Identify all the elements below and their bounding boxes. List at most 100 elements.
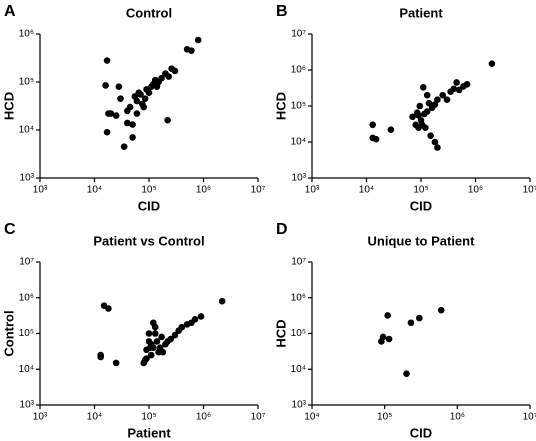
point — [178, 323, 186, 331]
point — [434, 96, 441, 103]
y-tick-label: 10⁷ — [19, 257, 34, 268]
y-tick-label: 10³ — [292, 400, 307, 411]
point — [488, 60, 496, 67]
x-tick-label: 10³ — [33, 412, 48, 423]
point — [385, 335, 393, 343]
point — [407, 319, 415, 327]
y-tick-label: 10³ — [292, 173, 307, 184]
point — [165, 73, 173, 80]
x-axis-label: CID — [410, 425, 432, 440]
x-tick-label: 10⁷ — [251, 185, 266, 196]
point — [120, 143, 128, 150]
point — [463, 81, 471, 88]
point — [105, 305, 112, 312]
y-tick-label: 10³ — [20, 400, 35, 411]
y-tick-label: 10⁵ — [19, 77, 34, 88]
panel-label: A — [4, 3, 16, 20]
point — [115, 83, 123, 90]
point — [450, 85, 458, 93]
point — [403, 370, 410, 378]
point — [167, 335, 174, 343]
point — [443, 96, 451, 103]
point — [416, 314, 423, 322]
x-tick-label: 10⁵ — [377, 412, 392, 423]
chart-title: Control — [126, 5, 172, 20]
point — [143, 346, 150, 354]
x-tick-label: 10⁷ — [523, 412, 536, 423]
point — [159, 348, 167, 356]
point — [140, 103, 148, 111]
point — [439, 91, 446, 99]
point — [171, 67, 179, 75]
chart-title: Unique to Patient — [368, 233, 476, 248]
point — [112, 112, 120, 119]
point — [151, 330, 159, 337]
point — [117, 95, 124, 102]
panel-label: D — [276, 221, 288, 238]
y-tick-label: 10⁶ — [291, 292, 306, 303]
point — [103, 57, 111, 64]
point — [171, 331, 179, 339]
x-tick-label: 10⁴ — [87, 412, 102, 423]
x-tick-label: 10⁷ — [251, 412, 266, 423]
x-tick-label: 10⁴ — [87, 185, 102, 196]
x-axis-label: CID — [138, 198, 160, 213]
y-tick-label: 10⁴ — [19, 364, 34, 375]
point — [145, 89, 153, 96]
point — [112, 359, 120, 367]
x-tick-label: 10⁶ — [468, 185, 483, 196]
y-axis-label: HCD — [1, 92, 16, 120]
point — [124, 119, 131, 127]
point — [431, 101, 439, 108]
point — [191, 315, 199, 323]
chart-title: Patient — [399, 5, 443, 20]
point — [145, 338, 153, 345]
panel-label: B — [276, 3, 288, 20]
y-tick-label: 10⁶ — [19, 292, 34, 303]
point — [129, 134, 136, 141]
point — [453, 79, 460, 86]
y-axis-label: HCD — [273, 92, 288, 120]
y-tick-label: 10³ — [20, 173, 35, 184]
x-axis-label: CID — [410, 198, 432, 213]
y-tick-label: 10⁷ — [291, 29, 306, 40]
point — [153, 338, 161, 345]
x-tick-label: 10⁴ — [304, 412, 319, 423]
point — [145, 330, 153, 337]
point — [129, 121, 136, 128]
point — [218, 297, 226, 305]
point — [434, 144, 441, 151]
x-tick-label: 10⁵ — [141, 185, 156, 196]
point — [133, 97, 141, 105]
x-tick-label: 10⁵ — [141, 412, 156, 423]
point — [197, 313, 205, 320]
y-tick-label: 10⁶ — [19, 29, 34, 40]
panel-label: C — [4, 221, 16, 238]
y-tick-label: 10⁶ — [291, 65, 306, 76]
x-tick-label: 10³ — [33, 185, 48, 196]
y-tick-label: 10⁴ — [19, 125, 34, 136]
point — [141, 95, 149, 102]
point — [409, 113, 416, 121]
point — [372, 135, 380, 143]
y-tick-label: 10⁴ — [291, 364, 306, 375]
x-tick-label: 10⁷ — [523, 185, 536, 196]
y-axis-label: HCD — [273, 319, 288, 347]
x-tick-label: 10⁴ — [359, 185, 374, 196]
y-tick-label: 10⁴ — [291, 137, 306, 148]
x-tick-label: 10⁵ — [413, 185, 428, 196]
point — [141, 356, 149, 364]
point — [133, 110, 141, 117]
x-tick-label: 10⁶ — [450, 412, 465, 423]
x-tick-label: 10³ — [305, 185, 320, 196]
point — [423, 108, 431, 115]
point — [147, 351, 155, 359]
y-tick-label: 10⁵ — [291, 328, 306, 339]
x-tick-label: 10⁶ — [196, 185, 211, 196]
point — [431, 138, 439, 146]
chart-title: Patient vs Control — [93, 233, 204, 248]
x-tick-label: 10⁶ — [196, 412, 211, 423]
point — [369, 121, 377, 129]
point — [126, 103, 134, 111]
point — [194, 36, 202, 44]
